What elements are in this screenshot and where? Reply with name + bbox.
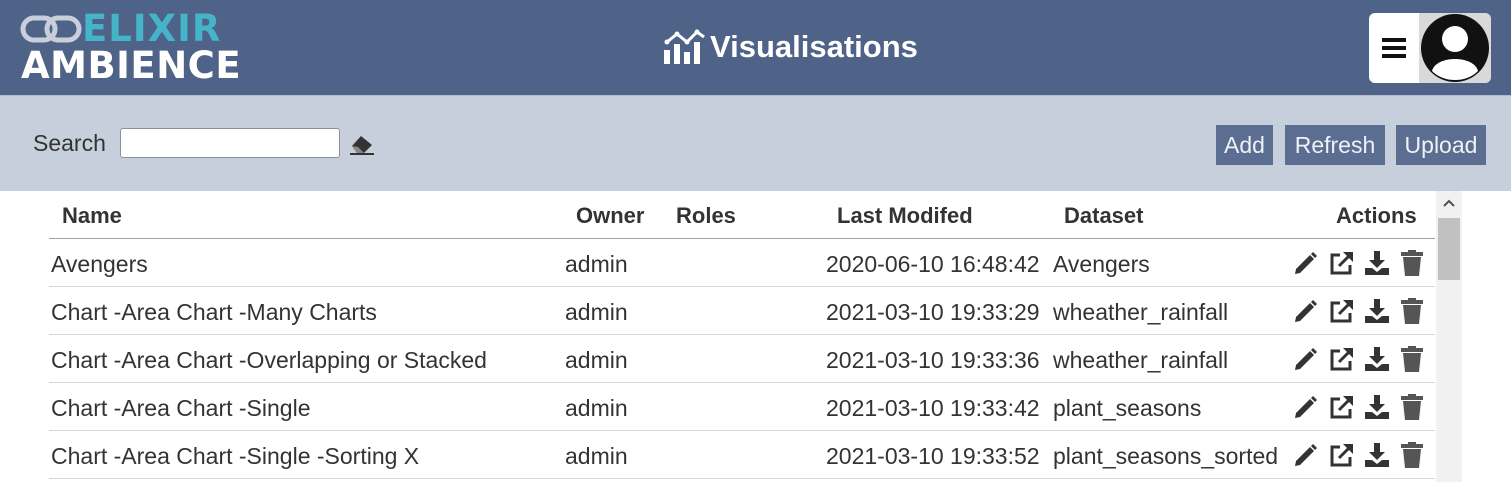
cell-dataset: Avengers — [1053, 251, 1150, 277]
logo-text-elixir: ELIXIR — [82, 7, 222, 50]
external-link-icon[interactable] — [1328, 297, 1354, 325]
cell-name: Chart -Area Chart -Many Charts — [51, 299, 377, 325]
cell-name: Chart -Area Chart -Overlapping or Stacke… — [51, 347, 487, 373]
eraser-icon[interactable] — [348, 132, 376, 156]
search-label: Search — [33, 130, 106, 156]
pencil-icon[interactable] — [1292, 393, 1318, 421]
trash-icon[interactable] — [1399, 441, 1425, 469]
cell-last-modified: 2021-03-10 19:33:52 — [826, 443, 1040, 469]
column-header-name[interactable]: Name — [62, 203, 122, 228]
column-header-dataset[interactable]: Dataset — [1064, 203, 1144, 228]
cell-owner: admin — [565, 251, 628, 277]
cell-last-modified: 2021-03-10 19:33:42 — [826, 395, 1040, 421]
column-header-owner[interactable]: Owner — [576, 203, 645, 228]
cell-dataset: plant_seasons_sorted — [1053, 443, 1279, 469]
vertical-scrollbar[interactable] — [1436, 191, 1462, 482]
download-icon[interactable] — [1364, 297, 1390, 325]
cell-name: Chart -Area Chart -Single — [51, 395, 311, 421]
row-actions — [1291, 441, 1431, 469]
cell-owner: admin — [565, 299, 628, 325]
pencil-icon[interactable] — [1292, 297, 1318, 325]
chain-link-icon — [20, 10, 82, 48]
user-avatar-icon[interactable] — [1419, 13, 1491, 83]
cell-last-modified: 2021-03-10 19:33:29 — [826, 299, 1040, 325]
page-title: Visualisations — [710, 29, 918, 64]
row-actions — [1291, 393, 1431, 421]
trash-icon[interactable] — [1399, 345, 1425, 373]
cell-name: Chart -Area Chart -Single -Sorting X — [51, 443, 420, 469]
pencil-icon[interactable] — [1292, 345, 1318, 373]
logo-text-ambience: AMBIENCE — [21, 44, 242, 87]
elixir-ambience-logo[interactable]: ELIXIR AMBIENCE — [20, 10, 241, 86]
upload-button[interactable]: Upload — [1396, 125, 1486, 165]
upload-button-label: Upload — [1404, 131, 1478, 158]
table-row[interactable]: Chart -Area Chart -Overlapping or Stacke… — [49, 335, 1435, 383]
visualisations-table: Name Owner Roles Last Modifed Dataset Ac… — [0, 191, 1511, 482]
scrollbar-thumb[interactable] — [1438, 218, 1460, 280]
refresh-button-label: Refresh — [1294, 131, 1376, 158]
cell-owner: admin — [565, 443, 628, 469]
external-link-icon[interactable] — [1328, 249, 1354, 277]
bar-chart-icon — [662, 28, 706, 66]
trash-icon[interactable] — [1399, 297, 1425, 325]
external-link-icon[interactable] — [1328, 345, 1354, 373]
row-actions — [1291, 297, 1431, 325]
table-header: Name Owner Roles Last Modifed Dataset Ac… — [49, 191, 1435, 239]
add-button-label: Add — [1224, 131, 1265, 158]
row-actions — [1291, 249, 1431, 277]
row-actions — [1291, 345, 1431, 373]
download-icon[interactable] — [1364, 249, 1390, 277]
table-row[interactable]: Chart -Area Chart -Single -Sorting X adm… — [49, 431, 1435, 479]
add-button[interactable]: Add — [1216, 125, 1273, 165]
logo-top-row: ELIXIR — [20, 10, 221, 48]
download-icon[interactable] — [1364, 441, 1390, 469]
cell-dataset: plant_seasons — [1053, 395, 1202, 421]
app-header: ELIXIR AMBIENCE Visualisations — [0, 0, 1511, 95]
refresh-button[interactable]: Refresh — [1285, 125, 1385, 165]
cell-dataset: wheather_rainfall — [1053, 347, 1229, 373]
download-icon[interactable] — [1364, 393, 1390, 421]
cell-name: Avengers — [51, 251, 148, 277]
search-input[interactable] — [120, 128, 340, 158]
pencil-icon[interactable] — [1292, 441, 1318, 469]
trash-icon[interactable] — [1399, 393, 1425, 421]
hamburger-icon[interactable] — [1369, 13, 1419, 83]
scroll-up-arrow-icon[interactable] — [1436, 191, 1462, 215]
table-row[interactable]: Chart -Area Chart -Many Charts admin 202… — [49, 287, 1435, 335]
page-title-group: Visualisations — [662, 26, 918, 68]
column-header-roles[interactable]: Roles — [676, 203, 736, 228]
table-row[interactable]: Avengers admin 2020-06-10 16:48:42 Aveng… — [49, 239, 1435, 287]
column-header-actions: Actions — [1336, 203, 1417, 228]
user-menu-box — [1369, 13, 1491, 83]
toolbar: Search Add Refresh Upload — [0, 95, 1511, 192]
cell-last-modified: 2020-06-10 16:48:42 — [826, 251, 1040, 277]
external-link-icon[interactable] — [1328, 441, 1354, 469]
external-link-icon[interactable] — [1328, 393, 1354, 421]
cell-last-modified: 2021-03-10 19:33:36 — [826, 347, 1040, 373]
download-icon[interactable] — [1364, 345, 1390, 373]
cell-owner: admin — [565, 395, 628, 421]
pencil-icon[interactable] — [1292, 249, 1318, 277]
cell-dataset: wheather_rainfall — [1053, 299, 1229, 325]
cell-owner: admin — [565, 347, 628, 373]
trash-icon[interactable] — [1399, 249, 1425, 277]
table-row[interactable]: Chart -Area Chart -Single admin 2021-03-… — [49, 383, 1435, 431]
column-header-last-modified[interactable]: Last Modifed — [837, 203, 973, 228]
